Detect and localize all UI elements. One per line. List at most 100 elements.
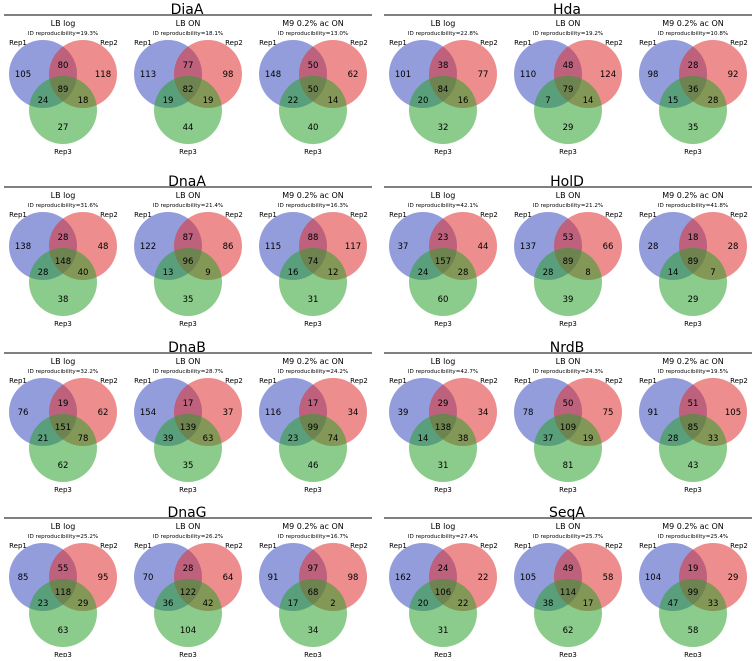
region-rep1-rep2: 38 xyxy=(438,61,449,71)
region-only-rep3: 44 xyxy=(183,123,194,133)
region-only-rep3: 34 xyxy=(308,626,319,636)
region-only-rep3: 39 xyxy=(563,295,574,305)
region-only-rep3: 63 xyxy=(58,626,69,636)
set-label-rep2: Rep2 xyxy=(480,377,498,385)
region-rep1-rep2: 18 xyxy=(688,233,699,243)
set-label-rep1: Rep1 xyxy=(514,542,532,550)
region-rep2-rep3: 9 xyxy=(205,268,210,278)
region-all: 74 xyxy=(308,257,319,267)
set-label-rep3: Rep3 xyxy=(559,486,577,494)
chart-reproducibility-label: ID reproducibility=25.2% xyxy=(28,534,98,540)
region-rep1-rep2: 49 xyxy=(563,564,574,574)
region-only-rep1: 154 xyxy=(140,408,156,418)
set-label-rep2: Rep2 xyxy=(480,39,498,47)
region-rep1-rep3: 17 xyxy=(288,599,299,609)
region-rep1-rep3: 38 xyxy=(543,599,554,609)
region-only-rep1: 115 xyxy=(265,242,281,252)
chart-condition-label: LB ON xyxy=(556,357,581,366)
set-label-rep1: Rep1 xyxy=(514,211,532,219)
region-only-rep3: 31 xyxy=(308,295,319,305)
region-only-rep1: 138 xyxy=(15,242,31,252)
set-label-rep3: Rep3 xyxy=(684,148,702,156)
venn-chart-dnaa-1: LB ON ID reproducibility=21.4%Rep1 Rep2 Rep… xyxy=(134,191,243,328)
region-only-rep3: 32 xyxy=(438,123,449,133)
region-only-rep2: 58 xyxy=(603,573,614,583)
region-all: 68 xyxy=(308,588,319,598)
region-all: 79 xyxy=(563,85,574,95)
set-label-rep3: Rep3 xyxy=(304,320,322,328)
region-only-rep1: 78 xyxy=(523,408,534,418)
region-only-rep3: 62 xyxy=(563,626,574,636)
circle-rep3 xyxy=(534,414,602,482)
set-label-rep2: Rep2 xyxy=(480,211,498,219)
set-label-rep3: Rep3 xyxy=(434,148,452,156)
set-label-rep1: Rep1 xyxy=(9,39,27,47)
set-label-rep2: Rep2 xyxy=(225,542,243,550)
chart-reproducibility-label: ID reproducibility=27.4% xyxy=(408,534,478,540)
region-rep1-rep3: 37 xyxy=(543,434,554,444)
region-only-rep1: 122 xyxy=(140,242,156,252)
chart-reproducibility-label: ID reproducibility=19.2% xyxy=(533,31,603,37)
region-all: 89 xyxy=(58,85,69,95)
set-label-rep3: Rep3 xyxy=(559,320,577,328)
region-rep1-rep2: 87 xyxy=(183,233,194,243)
region-rep2-rep3: 78 xyxy=(78,434,89,444)
region-only-rep2: 66 xyxy=(603,242,614,252)
circle-rep3 xyxy=(534,76,602,144)
set-label-rep1: Rep1 xyxy=(514,377,532,385)
region-rep1-rep3: 19 xyxy=(163,96,174,106)
circle-rep3 xyxy=(29,76,97,144)
set-label-rep1: Rep1 xyxy=(389,211,407,219)
region-rep1-rep2: 19 xyxy=(688,564,699,574)
chart-reproducibility-label: ID reproducibility=28.7% xyxy=(153,369,223,375)
region-rep1-rep3: 21 xyxy=(38,434,49,444)
region-only-rep3: 62 xyxy=(58,461,69,471)
region-rep1-rep3: 20 xyxy=(418,599,429,609)
panel-title: HolD xyxy=(550,174,584,190)
set-label-rep3: Rep3 xyxy=(684,320,702,328)
set-label-rep2: Rep2 xyxy=(730,39,748,47)
chart-reproducibility-label: ID reproducibility=21.4% xyxy=(153,203,223,209)
set-label-rep3: Rep3 xyxy=(684,486,702,494)
chart-condition-label: LB ON xyxy=(556,191,581,200)
region-only-rep2: 29 xyxy=(728,573,739,583)
venn-chart-dnaa-0: LB log ID reproducibility=31.6%Rep1 Rep2 Re… xyxy=(9,191,118,328)
region-rep1-rep2: 55 xyxy=(58,564,69,574)
region-rep1-rep2: 17 xyxy=(183,399,194,409)
region-rep2-rep3: 8 xyxy=(585,268,590,278)
chart-condition-label: M9 0.2% ac ON xyxy=(282,19,344,28)
chart-condition-label: M9 0.2% ac ON xyxy=(662,19,724,28)
circle-rep3 xyxy=(154,248,222,316)
set-label-rep3: Rep3 xyxy=(179,148,197,156)
set-label-rep2: Rep2 xyxy=(350,377,368,385)
circle-rep3 xyxy=(659,414,727,482)
circle-rep3 xyxy=(279,248,347,316)
region-rep2-rep3: 33 xyxy=(708,434,719,444)
region-only-rep1: 137 xyxy=(520,242,536,252)
region-rep1-rep3: 14 xyxy=(668,268,679,278)
region-rep1-rep3: 39 xyxy=(163,434,174,444)
circle-rep3 xyxy=(409,414,477,482)
set-label-rep2: Rep2 xyxy=(225,377,243,385)
region-only-rep3: 43 xyxy=(688,461,699,471)
set-label-rep1: Rep1 xyxy=(389,39,407,47)
region-only-rep1: 91 xyxy=(268,573,279,583)
set-label-rep1: Rep1 xyxy=(389,542,407,550)
region-all: 148 xyxy=(55,257,71,267)
set-label-rep1: Rep1 xyxy=(9,542,27,550)
set-label-rep1: Rep1 xyxy=(9,211,27,219)
set-label-rep3: Rep3 xyxy=(304,651,322,657)
region-only-rep2: 124 xyxy=(600,70,616,80)
venn-chart-dnag-1: LB ON ID reproducibility=26.2%Rep1 Rep2 Rep… xyxy=(134,522,243,659)
chart-reproducibility-label: ID reproducibility=32.2% xyxy=(28,369,98,375)
circle-rep3 xyxy=(534,579,602,647)
set-label-rep1: Rep1 xyxy=(134,542,152,550)
set-label-rep3: Rep3 xyxy=(179,651,197,657)
region-only-rep1: 98 xyxy=(648,70,659,80)
circle-rep3 xyxy=(279,579,347,647)
region-all: 151 xyxy=(55,423,71,433)
